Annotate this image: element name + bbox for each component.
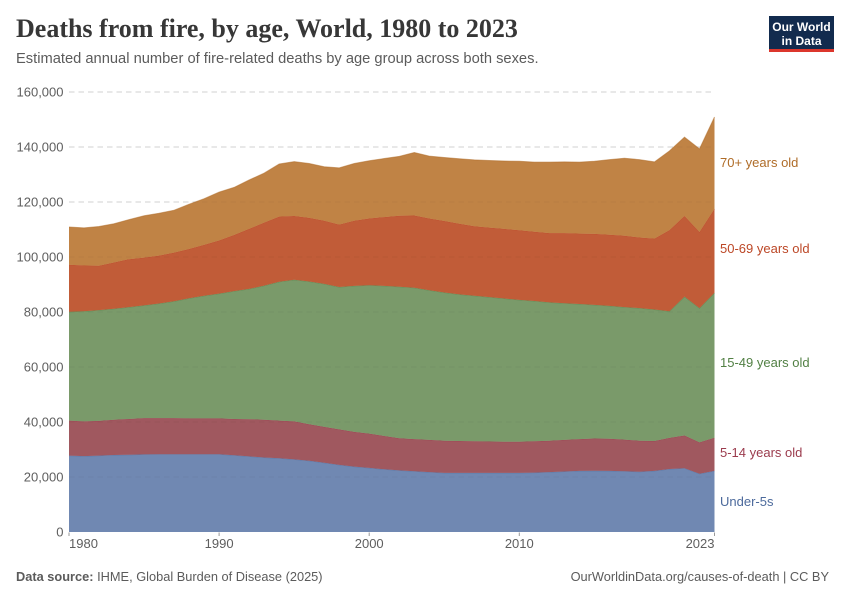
- svg-text:2023: 2023: [686, 536, 715, 551]
- svg-text:1980: 1980: [69, 536, 98, 551]
- svg-text:160,000: 160,000: [17, 85, 64, 100]
- svg-text:2000: 2000: [355, 536, 384, 551]
- svg-text:100,000: 100,000: [17, 250, 64, 265]
- svg-text:60,000: 60,000: [24, 360, 64, 375]
- svg-text:20,000: 20,000: [24, 470, 64, 485]
- svg-text:50-69 years old: 50-69 years old: [720, 241, 810, 256]
- svg-text:70+ years old: 70+ years old: [720, 155, 798, 170]
- svg-text:1990: 1990: [205, 536, 234, 551]
- svg-text:0: 0: [56, 525, 63, 540]
- svg-text:40,000: 40,000: [24, 415, 64, 430]
- svg-text:80,000: 80,000: [24, 305, 64, 320]
- svg-text:5-14 years old: 5-14 years old: [720, 445, 802, 460]
- svg-text:Under-5s: Under-5s: [720, 494, 774, 509]
- svg-text:2010: 2010: [505, 536, 534, 551]
- svg-text:140,000: 140,000: [17, 140, 64, 155]
- svg-text:15-49 years old: 15-49 years old: [720, 355, 810, 370]
- svg-text:120,000: 120,000: [17, 195, 64, 210]
